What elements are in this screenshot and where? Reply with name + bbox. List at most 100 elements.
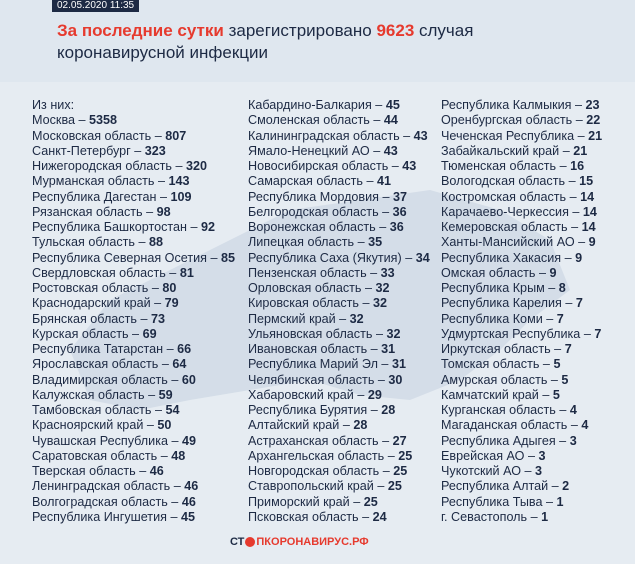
separator: – <box>377 479 385 494</box>
separator: – <box>362 509 370 524</box>
region-name: Владимирская область <box>32 372 168 387</box>
region-row: Республика Бурятия – 28 <box>248 403 395 418</box>
region-row: Чувашская Республика – 49 <box>32 434 196 449</box>
region-name: Удмуртская Республика <box>441 326 581 341</box>
separator: – <box>146 204 154 219</box>
separator: – <box>569 189 577 204</box>
separator: – <box>546 311 554 326</box>
region-row: Калининградская область – 43 <box>248 129 428 144</box>
region-row: Кемеровская область – 14 <box>441 220 596 235</box>
region-name: Ульяновская область <box>248 326 373 341</box>
region-count: 81 <box>179 265 194 280</box>
logo-icon <box>245 537 256 547</box>
region-name: Москва <box>32 113 75 128</box>
region-count: 44 <box>383 113 398 128</box>
region-name: Кировская область <box>248 296 359 311</box>
region-row: Тульская область – 88 <box>32 235 163 250</box>
separator: – <box>583 326 591 341</box>
header-band <box>0 0 635 82</box>
separator: – <box>545 494 553 509</box>
region-count: 3 <box>535 464 543 478</box>
separator: – <box>134 143 142 158</box>
separator: – <box>570 418 578 433</box>
region-count: 7 <box>564 342 572 356</box>
region-row: Краснодарский край – 79 <box>32 296 179 311</box>
separator: – <box>364 281 372 295</box>
region-row: Тверская область – 46 <box>32 464 164 479</box>
region-count: 27 <box>392 433 407 448</box>
region-row: Орловская область – 32 <box>248 281 389 296</box>
region-count: 33 <box>380 265 395 280</box>
region-row: Республика Северная Осетия – 85 <box>32 251 235 266</box>
region-name: Республика Карелия <box>441 296 562 311</box>
separator: – <box>169 265 177 280</box>
region-name: Оренбургская область <box>441 113 573 128</box>
region-count: 59 <box>158 387 173 402</box>
region-name: Республика Тыва <box>441 494 543 509</box>
region-count: 64 <box>172 357 187 372</box>
region-row: Самарская область – 41 <box>248 174 391 189</box>
region-name: Красноярский край <box>32 418 144 433</box>
region-count: 14 <box>582 204 597 219</box>
region-row: Омская область – 9 <box>441 266 557 281</box>
region-count: 5 <box>552 387 560 402</box>
region-count: 41 <box>376 174 391 189</box>
region-name: Нижегородская область <box>32 159 172 173</box>
logo: СТ ПКОРОНАВИРУС.РФ <box>230 536 369 548</box>
region-name: Республика Саха (Якутия) <box>248 250 402 265</box>
region-name: Свердловская область <box>32 265 166 280</box>
region-row: Мурманская область – 143 <box>32 174 189 189</box>
region-name: Новосибирская область <box>248 159 389 173</box>
separator: – <box>154 403 162 417</box>
region-row: Курганская область – 4 <box>441 403 577 418</box>
region-name: Ярославская область <box>32 357 159 372</box>
separator: – <box>382 464 390 478</box>
region-row: Владимирская область – 60 <box>32 373 196 388</box>
region-count: 1 <box>541 509 549 524</box>
region-name: Новгородская область <box>248 464 380 478</box>
separator: – <box>210 250 218 265</box>
title-tail: случая коронавирусной инфекции <box>57 21 474 62</box>
region-name: Республика Дагестан <box>32 189 157 204</box>
region-name: Калужская область <box>32 387 145 402</box>
region-name: Чукотский АО <box>441 464 521 478</box>
region-name: Архангельская область <box>248 448 385 463</box>
region-count: 9 <box>549 265 557 280</box>
region-count: 143 <box>168 174 190 189</box>
region-count: 5 <box>553 357 561 372</box>
region-count: 46 <box>184 479 199 494</box>
separator: – <box>373 113 381 128</box>
region-count: 4 <box>581 418 589 433</box>
region-row: Республика Саха (Якутия) – 34 <box>248 251 430 266</box>
region-count: 14 <box>580 189 595 204</box>
region-name: Приморский край <box>248 494 350 509</box>
region-name: Калининградская область <box>248 128 400 143</box>
region-count: 323 <box>144 143 166 158</box>
region-count: 3 <box>569 433 577 448</box>
region-count: 16 <box>570 159 585 173</box>
region-row: Республика Марий Эл – 31 <box>248 357 406 372</box>
region-name: Кабардино-Балкария <box>248 98 372 112</box>
region-row: Магаданская область – 4 <box>441 418 588 433</box>
region-count: 36 <box>392 204 407 219</box>
separator: – <box>559 403 567 417</box>
region-count: 9 <box>575 250 583 265</box>
region-name: Карачаево-Черкессия <box>441 204 569 219</box>
region-count: 66 <box>177 342 192 356</box>
region-count: 92 <box>201 220 216 234</box>
separator: – <box>154 296 162 311</box>
region-name: Республика Адыгея <box>441 433 556 448</box>
region-name: Республика Бурятия <box>248 403 368 417</box>
separator: – <box>140 311 148 326</box>
region-row: Ивановская область – 31 <box>248 342 395 357</box>
region-name: Чувашская Республика <box>32 433 168 448</box>
region-name: Омская область <box>441 265 536 280</box>
region-row: Иркутская область – 7 <box>441 342 572 357</box>
region-count: 85 <box>220 250 235 265</box>
separator: – <box>577 128 585 143</box>
separator: – <box>382 433 390 448</box>
region-count: 2 <box>562 479 570 494</box>
region-count: 7 <box>594 326 602 341</box>
region-name: Брянская область <box>32 311 137 326</box>
region-name: Амурская область <box>441 372 548 387</box>
